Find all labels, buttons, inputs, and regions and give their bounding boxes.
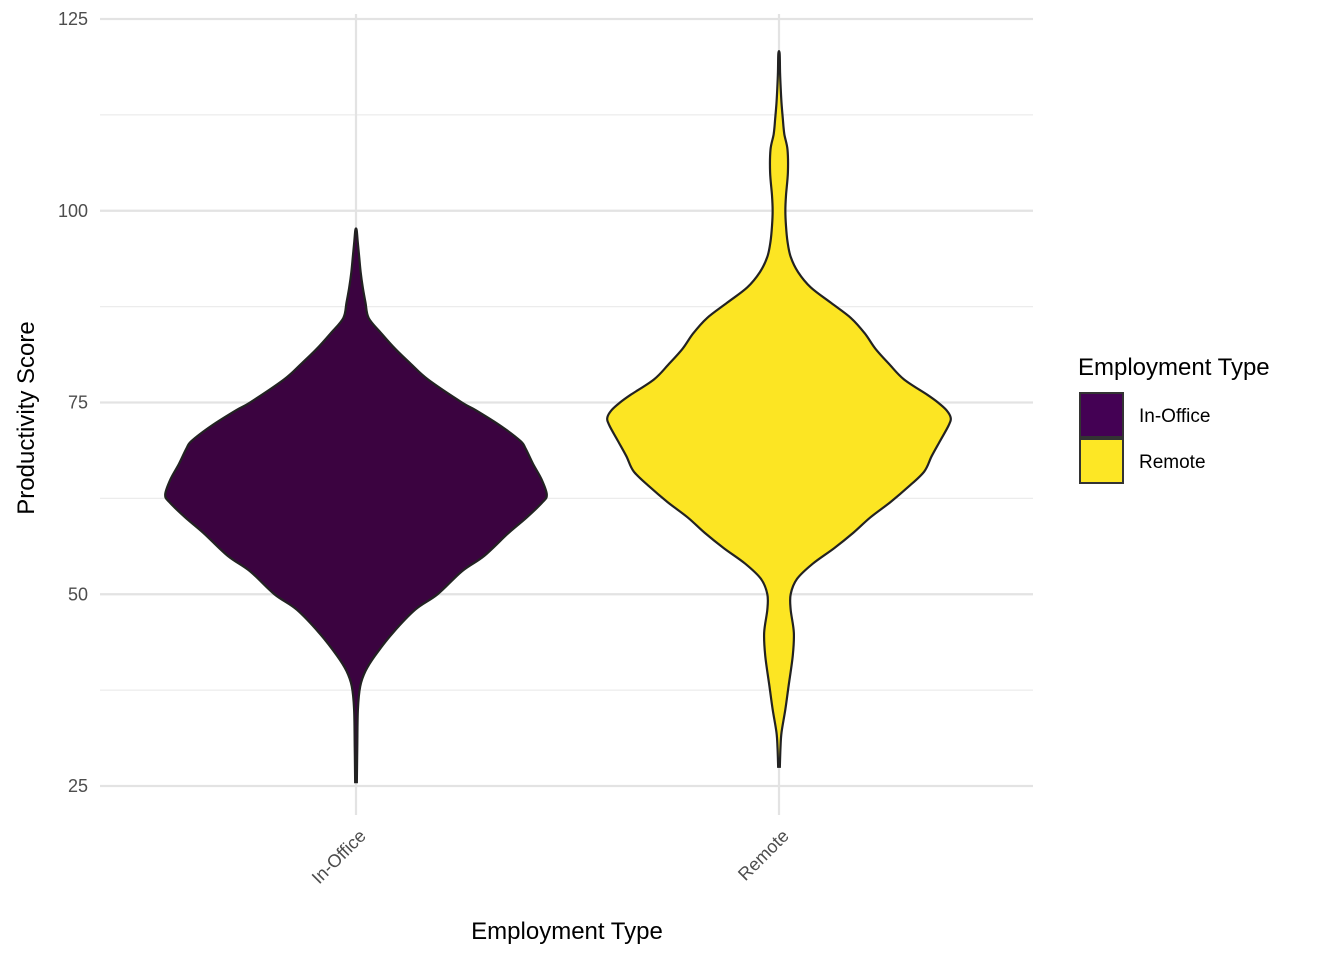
- legend-title: Employment Type: [1078, 354, 1270, 381]
- legend-key: [1079, 392, 1124, 438]
- legend-label: In-Office: [1139, 406, 1210, 427]
- y-tick-label: 100: [58, 201, 88, 221]
- y-tick-label: 125: [58, 9, 88, 29]
- violin-remote: [606, 50, 952, 768]
- legend-label: Remote: [1139, 452, 1206, 473]
- x-tick-label: In-Office: [308, 826, 370, 888]
- y-axis-title: Productivity Score: [13, 321, 40, 514]
- y-tick-label: 75: [68, 393, 88, 413]
- violin-in-office: [164, 227, 548, 784]
- x-tick-label: Remote: [734, 826, 793, 885]
- legend-entries: In-Office Remote: [1079, 392, 1210, 484]
- y-tick-label: 50: [68, 584, 88, 604]
- violins: [164, 50, 952, 784]
- x-axis-ticks: In-Office Remote: [308, 826, 793, 888]
- legend-key: [1079, 438, 1124, 484]
- y-axis-ticks: 25 50 75 100 125: [58, 9, 88, 796]
- x-axis-title: Employment Type: [471, 918, 663, 945]
- y-tick-label: 25: [68, 776, 88, 796]
- legend: Employment Type In-Office Remote: [1078, 354, 1270, 484]
